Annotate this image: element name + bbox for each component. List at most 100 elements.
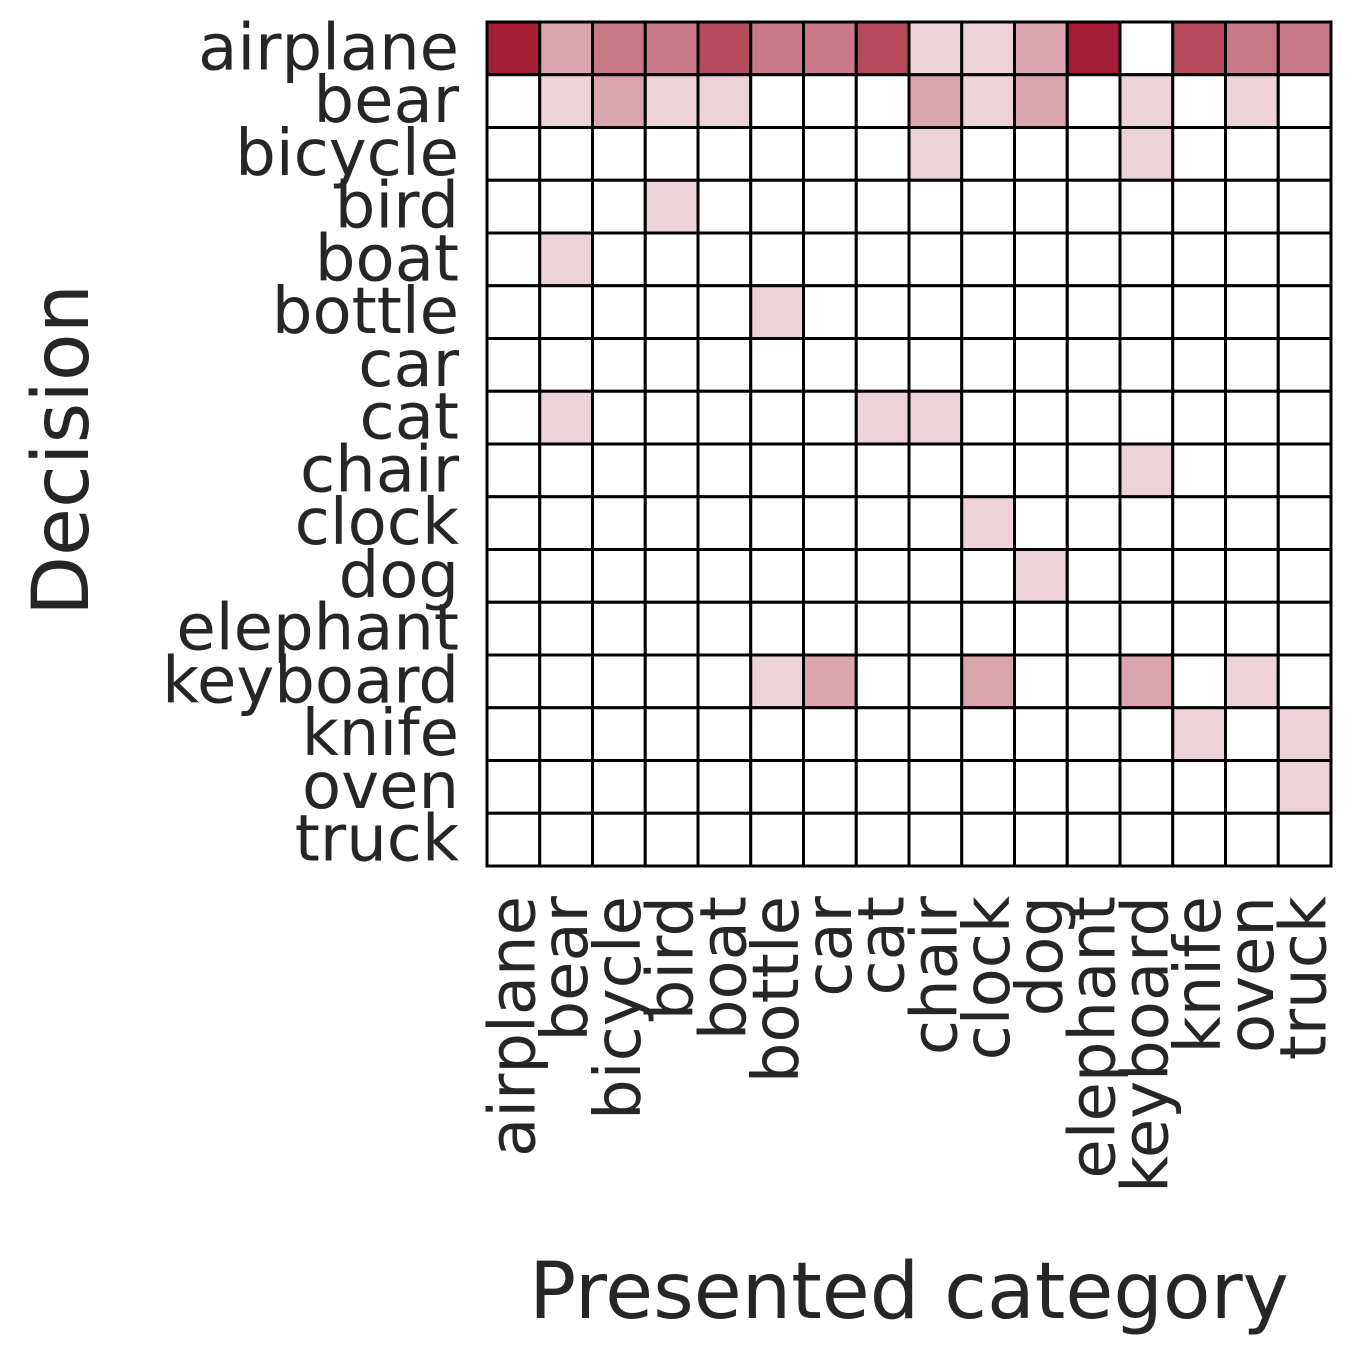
heatmap-cell-bottle-bird bbox=[643, 284, 700, 340]
heatmap-cell-truck-bicycle bbox=[591, 811, 647, 868]
heatmap-cell-boat-oven bbox=[1224, 231, 1280, 288]
heatmap-cell-bird-bear bbox=[538, 178, 594, 235]
heatmap-cell-clock-dog bbox=[1013, 495, 1069, 551]
heatmap-cell-car-airplane bbox=[485, 337, 542, 393]
heatmap-cell-bottle-keyboard bbox=[1118, 284, 1175, 340]
heatmap-cell-bottle-oven bbox=[1224, 284, 1280, 340]
heatmap-cell-bottle-chair bbox=[907, 284, 964, 340]
x-tick-label-knife: knife bbox=[1162, 896, 1236, 1053]
heatmap-cell-dog-clock bbox=[960, 548, 1016, 604]
heatmap-cell-dog-knife bbox=[1171, 548, 1227, 604]
x-tick-label-elephant: elephant bbox=[1057, 896, 1131, 1179]
heatmap-cell-knife-bird bbox=[643, 706, 700, 762]
heatmap-cell-oven-bear bbox=[538, 759, 594, 815]
heatmap-cell-cat-oven bbox=[1224, 389, 1280, 446]
heatmap-cell-keyboard-bird bbox=[643, 653, 700, 710]
heatmap-cell-elephant-dog bbox=[1013, 600, 1069, 657]
heatmap-cell-elephant-keyboard bbox=[1118, 600, 1175, 657]
heatmap-cell-keyboard-elephant bbox=[1065, 653, 1122, 710]
heatmap-cell-airplane-boat bbox=[696, 20, 753, 77]
heatmap-cell-chair-clock bbox=[960, 442, 1016, 499]
x-tick-label-oven: oven bbox=[1215, 896, 1289, 1053]
y-tick-label-keyboard: keyboard bbox=[162, 644, 459, 718]
x-tick-label-bird: bird bbox=[635, 896, 709, 1020]
heatmap-cell-knife-truck bbox=[1276, 706, 1333, 762]
heatmap-cell-bottle-knife bbox=[1171, 284, 1227, 340]
heatmap-cell-bird-oven bbox=[1224, 178, 1280, 235]
heatmap-cell-chair-car bbox=[802, 442, 858, 499]
heatmap-cell-truck-airplane bbox=[485, 811, 542, 868]
heatmap-cell-car-clock bbox=[960, 337, 1016, 393]
heatmap-cell-clock-knife bbox=[1171, 495, 1227, 551]
heatmap-cell-truck-oven bbox=[1224, 811, 1280, 868]
heatmap-cell-chair-knife bbox=[1171, 442, 1227, 499]
x-tick-label-keyboard: keyboard bbox=[1109, 896, 1183, 1193]
heatmap-cell-keyboard-boat bbox=[696, 653, 753, 710]
heatmap-cell-bird-knife bbox=[1171, 178, 1227, 235]
heatmap-cell-bear-bear bbox=[538, 73, 594, 129]
heatmap-cell-knife-cat bbox=[854, 706, 911, 762]
y-tick-label-oven: oven bbox=[302, 750, 459, 824]
heatmap-cell-bottle-cat bbox=[854, 284, 911, 340]
heatmap-cell-elephant-bicycle bbox=[591, 600, 647, 657]
heatmap-cell-car-dog bbox=[1013, 337, 1069, 393]
heatmap-cell-boat-truck bbox=[1276, 231, 1333, 288]
x-tick-label-cat: cat bbox=[846, 896, 920, 996]
heatmap-cell-clock-bottle bbox=[749, 495, 805, 551]
y-tick-label-dog: dog bbox=[339, 539, 459, 613]
y-tick-label-bicycle: bicycle bbox=[235, 117, 459, 191]
heatmap-cell-bird-chair bbox=[907, 178, 964, 235]
y-tick-label-bird: bird bbox=[335, 170, 459, 244]
heatmap-cell-car-truck bbox=[1276, 337, 1333, 393]
heatmap-cell-keyboard-cat bbox=[854, 653, 911, 710]
heatmap-cell-oven-boat bbox=[696, 759, 753, 815]
heatmap-cell-airplane-clock bbox=[960, 20, 1016, 77]
heatmap-cell-keyboard-knife bbox=[1171, 653, 1227, 710]
heatmap-cell-cat-car bbox=[802, 389, 858, 446]
heatmap-cell-keyboard-bicycle bbox=[591, 653, 647, 710]
heatmap-cell-boat-cat bbox=[854, 231, 911, 288]
heatmap-cell-bicycle-bicycle bbox=[591, 126, 647, 182]
heatmap-cell-knife-bottle bbox=[749, 706, 805, 762]
y-tick-label-clock: clock bbox=[295, 486, 459, 560]
heatmap-cell-chair-chair bbox=[907, 442, 964, 499]
heatmap-cell-airplane-bottle bbox=[749, 20, 805, 77]
heatmap-cell-bear-oven bbox=[1224, 73, 1280, 129]
heatmap-cell-boat-bear bbox=[538, 231, 594, 288]
heatmap-cell-truck-dog bbox=[1013, 811, 1069, 868]
heatmap-cell-boat-elephant bbox=[1065, 231, 1122, 288]
heatmap-cell-bird-bird bbox=[643, 178, 700, 235]
heatmap-cell-clock-chair bbox=[907, 495, 964, 551]
heatmap-cell-elephant-cat bbox=[854, 600, 911, 657]
heatmap-cell-cat-bicycle bbox=[591, 389, 647, 446]
heatmap-cell-boat-bottle bbox=[749, 231, 805, 288]
x-tick-label-dog: dog bbox=[1004, 896, 1078, 1016]
heatmap-cell-cat-clock bbox=[960, 389, 1016, 446]
heatmap-cell-oven-keyboard bbox=[1118, 759, 1175, 815]
heatmap-cell-keyboard-airplane bbox=[485, 653, 542, 710]
heatmap-cell-keyboard-keyboard bbox=[1118, 653, 1175, 710]
heatmap-cell-bicycle-knife bbox=[1171, 126, 1227, 182]
heatmap-cell-airplane-knife bbox=[1171, 20, 1227, 77]
heatmap-cell-oven-cat bbox=[854, 759, 911, 815]
heatmap-cell-truck-truck bbox=[1276, 811, 1333, 868]
heatmap-cell-bottle-clock bbox=[960, 284, 1016, 340]
heatmap-cell-boat-car bbox=[802, 231, 858, 288]
heatmap-cell-bicycle-oven bbox=[1224, 126, 1280, 182]
heatmap-cell-bicycle-bottle bbox=[749, 126, 805, 182]
heatmap-cell-car-cat bbox=[854, 337, 911, 393]
heatmap-cell-bear-knife bbox=[1171, 73, 1227, 129]
heatmap-cell-knife-chair bbox=[907, 706, 964, 762]
x-tick-label-bottle: bottle bbox=[740, 896, 814, 1083]
heatmap-cell-bicycle-chair bbox=[907, 126, 964, 182]
heatmap-cell-oven-airplane bbox=[485, 759, 542, 815]
heatmap-cell-chair-elephant bbox=[1065, 442, 1122, 499]
heatmap-cell-dog-bird bbox=[643, 548, 700, 604]
x-tick-labels: airplanebearbicyclebirdboatbottlecarcatc… bbox=[476, 895, 1341, 1193]
heatmap-cell-truck-bottle bbox=[749, 811, 805, 868]
heatmap-cell-chair-airplane bbox=[485, 442, 542, 499]
heatmap-cell-keyboard-bottle bbox=[749, 653, 805, 710]
heatmap-cell-bicycle-cat bbox=[854, 126, 911, 182]
heatmap-cell-elephant-bird bbox=[643, 600, 700, 657]
